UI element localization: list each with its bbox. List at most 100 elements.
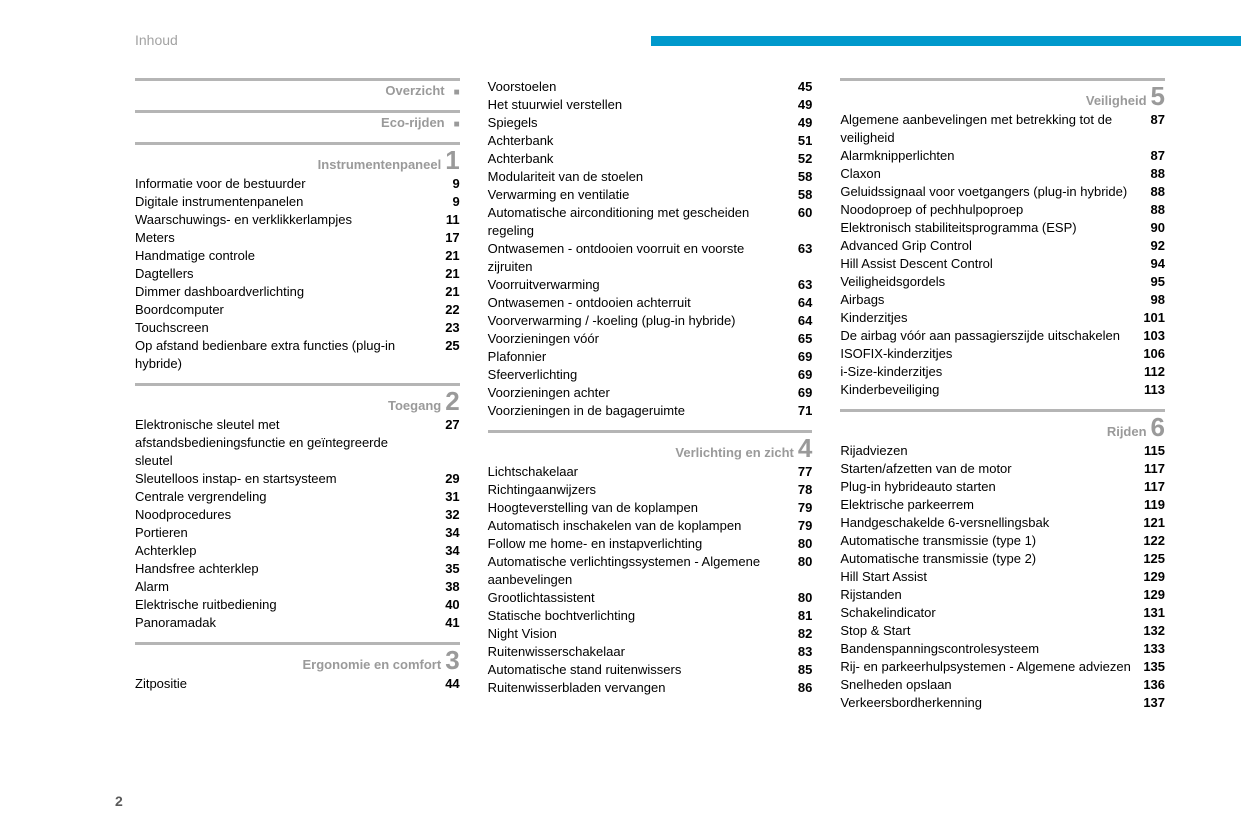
toc-row: Boordcomputer22 (135, 301, 460, 319)
toc-label: Elektronische sleutel met afstandsbedien… (135, 416, 436, 470)
toc-page: 32 (436, 506, 460, 524)
toc-label: Veiligheidsgordels (840, 273, 1141, 291)
toc-page: 81 (788, 607, 812, 625)
toc-page: 113 (1141, 381, 1165, 399)
toc-label: Noodprocedures (135, 506, 436, 524)
toc-label: Voorzieningen achter (488, 384, 789, 402)
toc-row: Grootlichtassistent80 (488, 589, 813, 607)
toc-page: 58 (788, 168, 812, 186)
toc-label: Geluidssignaal voor voetgangers (plug-in… (840, 183, 1141, 201)
section-divider (840, 78, 1165, 81)
toc-label: Op afstand bedienbare extra functies (pl… (135, 337, 436, 373)
toc-page: 65 (788, 330, 812, 348)
toc-row: Voorzieningen in de bagageruimte71 (488, 402, 813, 420)
toc-page: 98 (1141, 291, 1165, 309)
toc-page: 9 (436, 175, 460, 193)
toc-row: Rij- en parkeerhulpsystemen - Algemene a… (840, 658, 1165, 676)
toc-row: Voorstoelen45 (488, 78, 813, 96)
section-divider (135, 383, 460, 386)
toc-page: 80 (788, 535, 812, 553)
section-divider (135, 142, 460, 145)
toc-label: i-Size-kinderzitjes (840, 363, 1141, 381)
toc-row: Voorverwarming / -koeling (plug-in hybri… (488, 312, 813, 330)
page-title: Inhoud (135, 32, 178, 48)
toc-label: Sfeerverlichting (488, 366, 789, 384)
toc-page: 88 (1141, 201, 1165, 219)
spacer (135, 373, 460, 383)
toc-label: Achterbank (488, 132, 789, 150)
toc-label: Automatische stand ruitenwissers (488, 661, 789, 679)
toc-page: 31 (436, 488, 460, 506)
column-2: Voorstoelen45Het stuurwiel verstellen49S… (488, 78, 813, 712)
toc-label: Informatie voor de bestuurder (135, 175, 436, 193)
toc-row: Plug-in hybrideauto starten117 (840, 478, 1165, 496)
toc-page: 83 (788, 643, 812, 661)
toc-row: Voorzieningen vóór65 (488, 330, 813, 348)
toc-label: Plafonnier (488, 348, 789, 366)
spacer (135, 100, 460, 110)
toc-page: 82 (788, 625, 812, 643)
toc-label: Zitpositie (135, 675, 436, 693)
toc-row: Meters17 (135, 229, 460, 247)
toc-page: 25 (436, 337, 460, 355)
section-title: Eco-rijden (381, 115, 445, 130)
section-header: Toegang2 (135, 388, 460, 416)
toc-label: Night Vision (488, 625, 789, 643)
toc-label: Panoramadak (135, 614, 436, 632)
toc-page: 122 (1141, 532, 1165, 550)
toc-row: Rijstanden129 (840, 586, 1165, 604)
toc-label: Algemene aanbevelingen met betrekking to… (840, 111, 1141, 147)
section-number: 5 (1151, 83, 1165, 109)
section-header: Ergonomie en comfort3 (135, 647, 460, 675)
toc-label: Touchscreen (135, 319, 436, 337)
toc-row: Verkeersbordherkenning137 (840, 694, 1165, 712)
toc-page: 69 (788, 384, 812, 402)
section-header: Verlichting en zicht4 (488, 435, 813, 463)
toc-page: 69 (788, 348, 812, 366)
toc-row: i-Size-kinderzitjes112 (840, 363, 1165, 381)
toc-page: 119 (1141, 496, 1165, 514)
toc-label: Advanced Grip Control (840, 237, 1141, 255)
toc-row: Elektrische ruitbediening40 (135, 596, 460, 614)
toc-page: 135 (1141, 658, 1165, 676)
toc-label: Verkeersbordherkenning (840, 694, 1141, 712)
section-marker-icon: ■ (454, 119, 460, 130)
toc-label: Ruitenwisserschakelaar (488, 643, 789, 661)
toc-label: Sleutelloos instap- en startsysteem (135, 470, 436, 488)
toc-label: Starten/afzetten van de motor (840, 460, 1141, 478)
toc-row: Schakelindicator131 (840, 604, 1165, 622)
toc-page: 44 (436, 675, 460, 693)
toc-row: Automatische verlichtingssystemen - Alge… (488, 553, 813, 589)
toc-label: Handgeschakelde 6-versnellingsbak (840, 514, 1141, 532)
toc-label: De airbag vóór aan passagierszijde uitsc… (840, 327, 1141, 345)
toc-page: 92 (1141, 237, 1165, 255)
toc-label: Achterklep (135, 542, 436, 560)
toc-page: 38 (436, 578, 460, 596)
toc-label: Automatische transmissie (type 2) (840, 550, 1141, 568)
toc-row: Kinderbeveiliging113 (840, 381, 1165, 399)
toc-row: Hill Start Assist129 (840, 568, 1165, 586)
toc-page: 21 (436, 247, 460, 265)
toc-page: 58 (788, 186, 812, 204)
toc-label: Meters (135, 229, 436, 247)
toc-page: 117 (1141, 460, 1165, 478)
toc-row: Achterklep34 (135, 542, 460, 560)
toc-label: Hill Start Assist (840, 568, 1141, 586)
toc-row: Elektronische sleutel met afstandsbedien… (135, 416, 460, 470)
section-title: Verlichting en zicht (675, 445, 793, 460)
toc-label: Automatische airconditioning met geschei… (488, 204, 789, 240)
toc-label: Achterbank (488, 150, 789, 168)
toc-page: 125 (1141, 550, 1165, 568)
toc-row: Noodoproep of pechhulpoproep88 (840, 201, 1165, 219)
page-number: 2 (115, 793, 123, 809)
toc-row: Plafonnier69 (488, 348, 813, 366)
section-title: Overzicht (385, 83, 444, 98)
toc-row: Rijadviezen115 (840, 442, 1165, 460)
toc-label: Bandenspanningscontrolesysteem (840, 640, 1141, 658)
toc-label: Kinderbeveiliging (840, 381, 1141, 399)
toc-label: Richtingaanwijzers (488, 481, 789, 499)
toc-page: 9 (436, 193, 460, 211)
toc-label: Hill Assist Descent Control (840, 255, 1141, 273)
toc-row: Voorzieningen achter69 (488, 384, 813, 402)
toc-label: Snelheden opslaan (840, 676, 1141, 694)
